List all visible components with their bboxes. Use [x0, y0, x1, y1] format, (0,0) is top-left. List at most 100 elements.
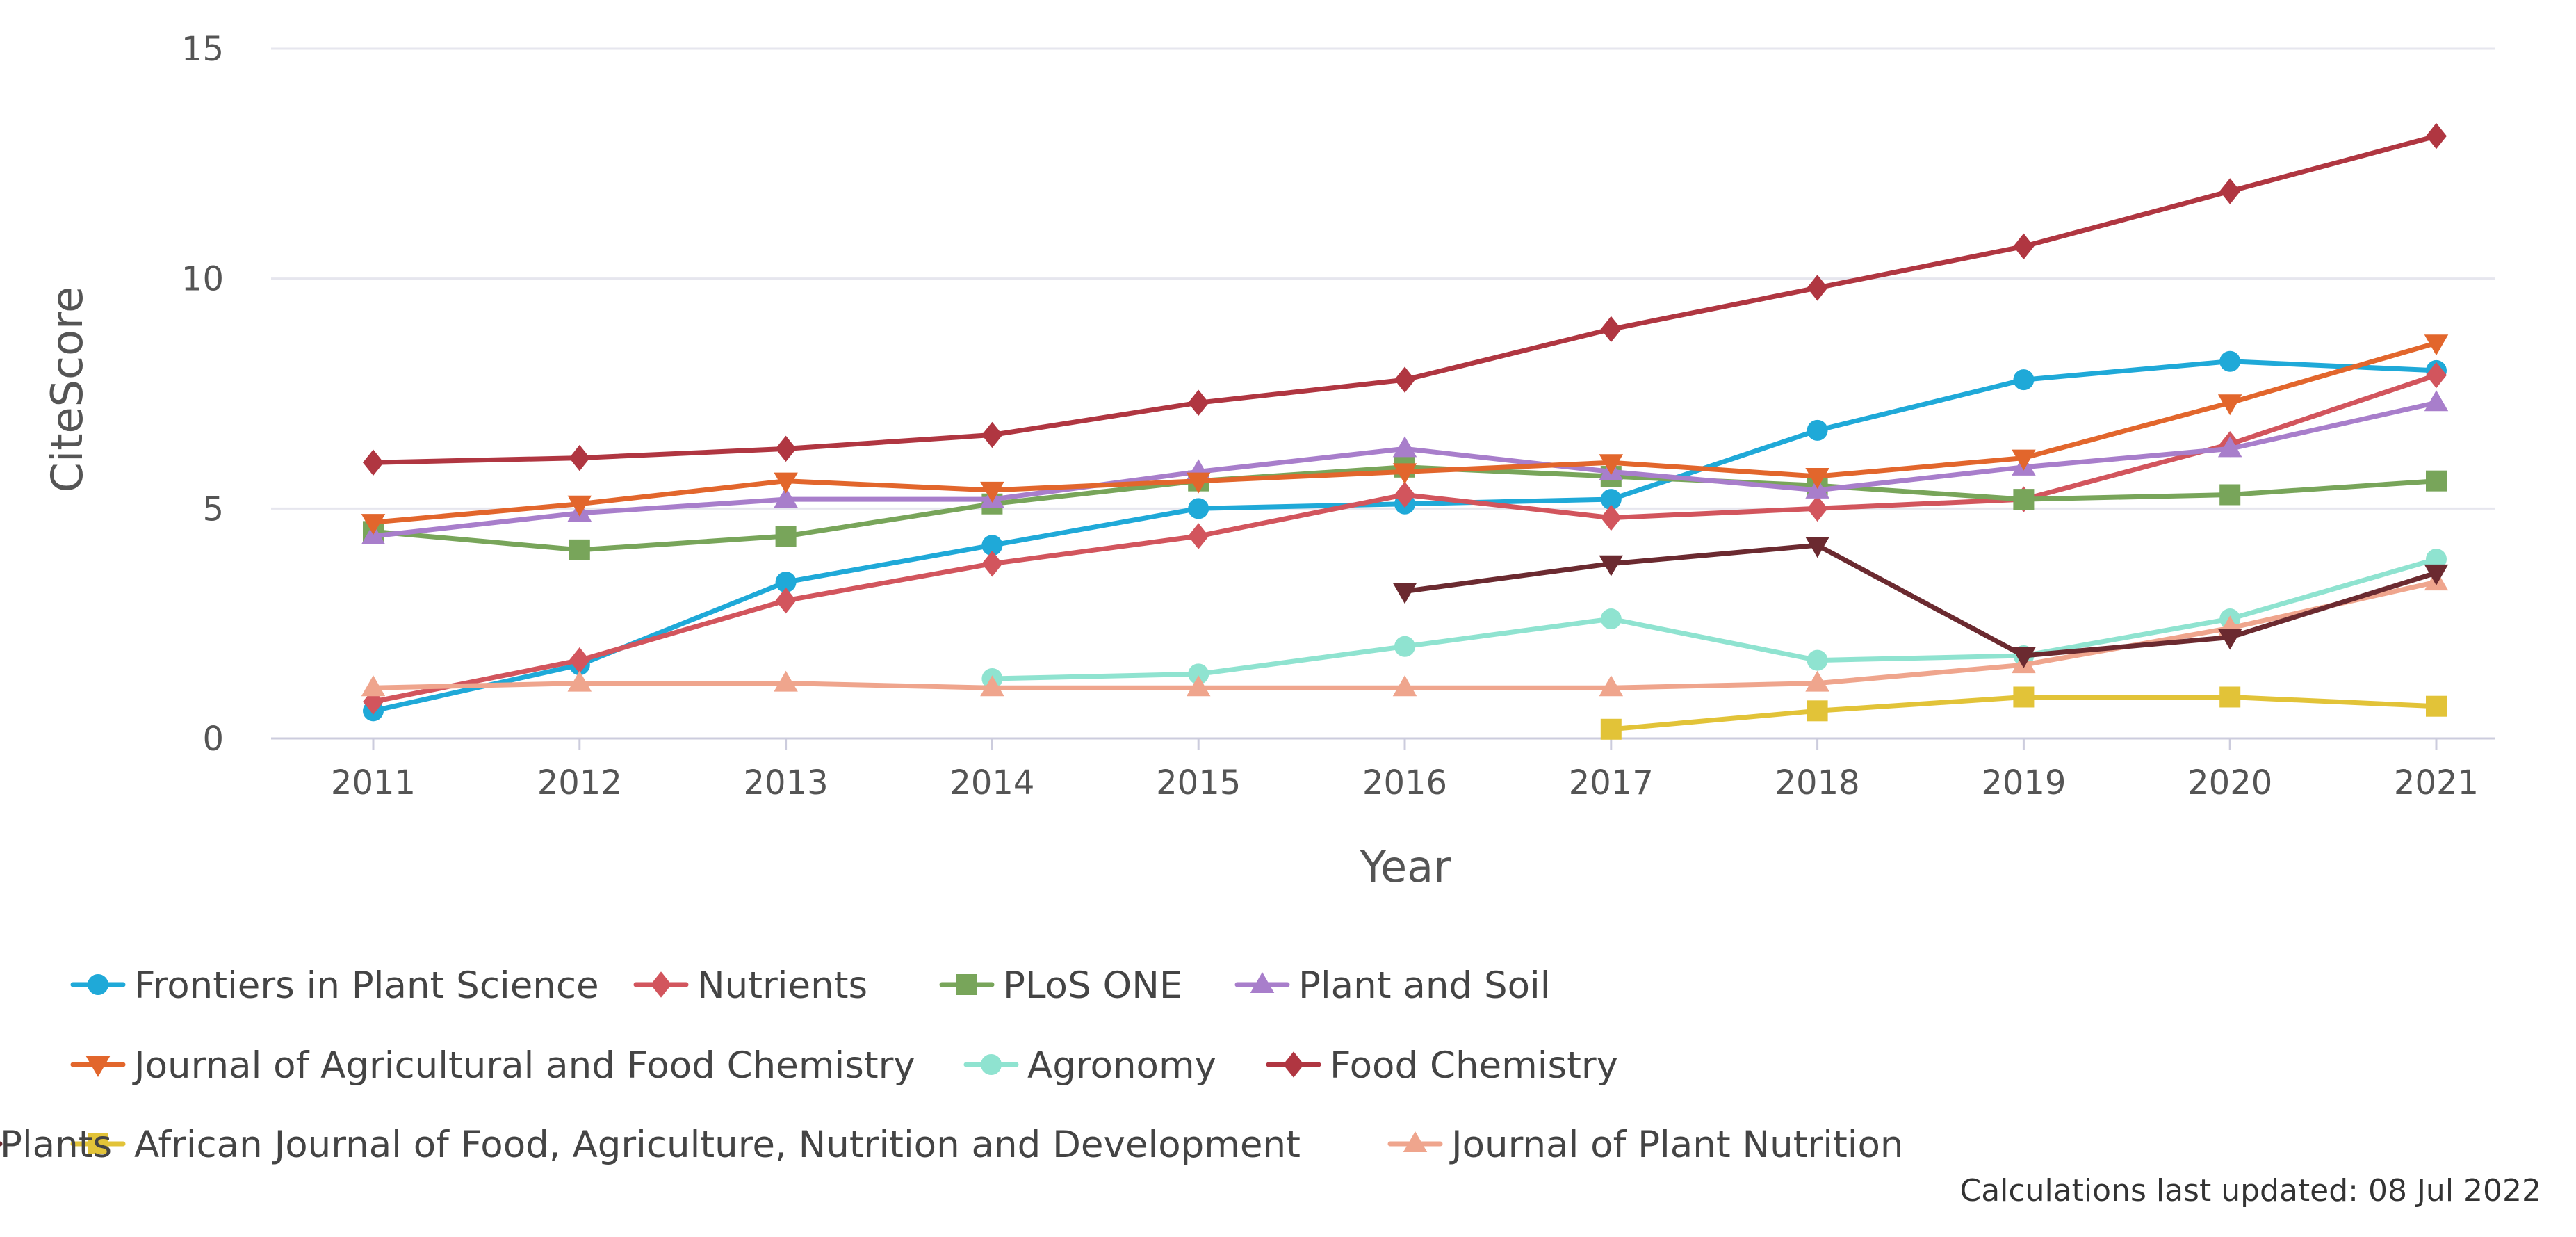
series-line — [989, 556, 2439, 681]
data-point — [774, 472, 798, 494]
x-tick-label: 2014 — [949, 763, 1034, 802]
data-point — [1805, 670, 1829, 692]
data-point — [1807, 275, 1828, 301]
data-point — [1392, 675, 1417, 697]
legend-marker — [1283, 1051, 1304, 1078]
legend-label: Journal of Agricultural and Food Chemist… — [132, 1044, 915, 1087]
legend-item[interactable]: Food Chemistry — [1266, 1044, 1618, 1087]
x-axis-title: Year — [1359, 841, 1451, 892]
series-line — [370, 359, 2439, 713]
data-point — [775, 587, 797, 614]
data-point — [1600, 316, 1622, 343]
data-point — [2217, 629, 2242, 650]
data-point — [1807, 495, 1828, 522]
data-point — [2426, 695, 2447, 717]
legend-label: African Journal of Food, Agriculture, Nu… — [134, 1124, 1301, 1166]
legend-label: Food Chemistry — [1330, 1044, 1618, 1087]
data-point — [1394, 366, 1415, 393]
data-point — [1188, 663, 1209, 685]
legend-item[interactable]: Plant and Soil — [1234, 964, 1550, 1007]
data-point — [1600, 489, 1622, 510]
legend-label: Plants — [0, 1124, 112, 1166]
legend-marker — [956, 974, 977, 995]
data-point — [2219, 484, 2241, 506]
legend-label: Nutrients — [697, 964, 867, 1007]
data-point — [774, 487, 798, 508]
data-point — [1186, 675, 1211, 697]
data-point — [361, 675, 386, 697]
legend-marker — [85, 1056, 111, 1077]
data-point — [569, 444, 590, 471]
data-point — [1188, 523, 1209, 549]
series-line — [370, 134, 2439, 465]
legend-label: Agronomy — [1027, 1044, 1216, 1087]
series-layer — [361, 122, 2449, 740]
data-point — [1807, 419, 1828, 441]
data-point — [567, 495, 592, 517]
data-point — [2219, 178, 2241, 204]
series-4 — [361, 334, 2449, 535]
data-point — [1186, 472, 1211, 494]
legend-label: PLoS ONE — [1003, 964, 1182, 1007]
data-point — [1600, 608, 1622, 630]
data-point — [1188, 498, 1209, 519]
calculations-updated-note: Calculations last updated: 08 Jul 2022 — [1959, 1173, 2541, 1208]
data-point — [363, 449, 384, 476]
data-point — [1599, 454, 1624, 476]
y-axis-ticks: 0 5 10 15 — [181, 30, 224, 759]
data-point — [980, 481, 1004, 503]
x-tick-label: 2018 — [1775, 763, 1860, 802]
y-tick-label: 0 — [202, 720, 224, 759]
data-point — [1807, 700, 1828, 722]
legend-label: Journal of Plant Nutrition — [1449, 1124, 1904, 1166]
legend-item[interactable]: PLoS ONE — [939, 964, 1182, 1007]
data-point — [1394, 481, 1415, 508]
data-point — [981, 550, 1003, 577]
data-point — [1599, 675, 1624, 697]
grid-lines — [271, 47, 2495, 510]
data-point — [1392, 436, 1417, 458]
series-line — [1402, 542, 2439, 658]
data-point — [1394, 636, 1415, 657]
x-tick-label: 2020 — [2187, 763, 2272, 802]
legend-item[interactable]: Nutrients — [633, 964, 867, 1007]
data-point — [2013, 233, 2035, 260]
legend-marker — [88, 974, 108, 995]
legend-item[interactable]: Plants — [0, 1124, 112, 1166]
y-axis-title: CiteScore — [42, 286, 92, 493]
data-point — [569, 539, 590, 560]
x-tick-label: 2011 — [331, 763, 416, 802]
legend-marker — [1250, 972, 1275, 993]
data-point — [1805, 468, 1829, 490]
data-point — [2217, 436, 2242, 458]
data-point — [2219, 350, 2241, 372]
y-tick-label: 15 — [181, 30, 224, 69]
legend-item[interactable]: Agronomy — [963, 1044, 1216, 1087]
series-6 — [363, 122, 2447, 476]
series-7 — [1600, 686, 2447, 740]
data-point — [2426, 122, 2447, 149]
data-point — [1599, 555, 1624, 576]
x-tick-label: 2021 — [2394, 763, 2479, 802]
data-point — [775, 435, 797, 462]
series-9 — [1392, 537, 2449, 668]
series-0 — [363, 350, 2447, 722]
data-point — [1392, 583, 1417, 604]
legend-item[interactable]: African Journal of Food, Agriculture, Nu… — [70, 1124, 1301, 1166]
data-point — [2013, 369, 2035, 391]
data-point — [2012, 647, 2036, 668]
data-point — [2424, 334, 2449, 356]
data-point — [981, 421, 1003, 448]
data-point — [2013, 686, 2035, 708]
data-point — [774, 670, 798, 692]
data-point — [1188, 389, 1209, 416]
legend-item[interactable]: Journal of Agricultural and Food Chemist… — [70, 1044, 915, 1087]
data-point — [1805, 537, 1829, 558]
data-point — [569, 647, 590, 674]
legend-item[interactable]: Frontiers in Plant Science — [70, 964, 599, 1007]
legend-item[interactable]: Journal of Plant Nutrition — [1387, 1124, 1904, 1166]
legend-marker — [1403, 1131, 1428, 1152]
legend-marker — [651, 971, 671, 998]
x-tick-label: 2016 — [1362, 763, 1447, 802]
